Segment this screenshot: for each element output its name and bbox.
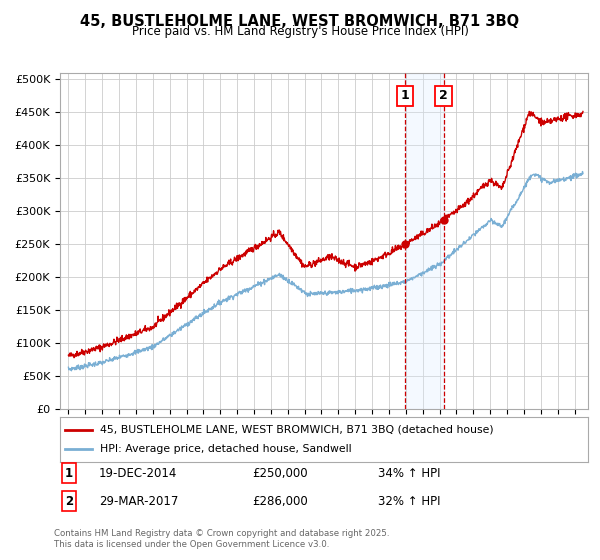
Text: 1: 1 bbox=[401, 90, 410, 102]
Text: 1: 1 bbox=[65, 466, 73, 480]
Text: 32% ↑ HPI: 32% ↑ HPI bbox=[378, 494, 440, 508]
Text: 19-DEC-2014: 19-DEC-2014 bbox=[99, 466, 178, 480]
Bar bbox=[406, 73, 443, 409]
Text: HPI: Average price, detached house, Sandwell: HPI: Average price, detached house, Sand… bbox=[100, 445, 351, 455]
Text: 45, BUSTLEHOLME LANE, WEST BROMWICH, B71 3BQ: 45, BUSTLEHOLME LANE, WEST BROMWICH, B71… bbox=[80, 14, 520, 29]
Text: 29-MAR-2017: 29-MAR-2017 bbox=[99, 494, 178, 508]
Text: 2: 2 bbox=[65, 494, 73, 508]
Text: £250,000: £250,000 bbox=[252, 466, 308, 480]
Text: 34% ↑ HPI: 34% ↑ HPI bbox=[378, 466, 440, 480]
Text: 45, BUSTLEHOLME LANE, WEST BROMWICH, B71 3BQ (detached house): 45, BUSTLEHOLME LANE, WEST BROMWICH, B71… bbox=[100, 424, 493, 435]
Text: Price paid vs. HM Land Registry's House Price Index (HPI): Price paid vs. HM Land Registry's House … bbox=[131, 25, 469, 38]
Text: Contains HM Land Registry data © Crown copyright and database right 2025.
This d: Contains HM Land Registry data © Crown c… bbox=[54, 529, 389, 549]
Text: 2: 2 bbox=[439, 90, 448, 102]
Text: £286,000: £286,000 bbox=[252, 494, 308, 508]
